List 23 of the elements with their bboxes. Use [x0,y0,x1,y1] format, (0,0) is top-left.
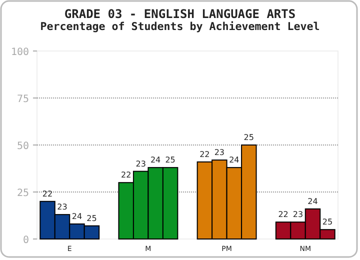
text: 22 [200,150,210,159]
y-tick-label: 75 [16,94,29,105]
series-label: 25 [86,214,97,223]
text: 23 [214,148,225,158]
text: 22 [121,170,132,180]
y-tick-label: 100 [10,47,29,58]
text: 25 [322,218,333,227]
text: 25 [244,133,254,142]
text: 22 [278,210,288,220]
y-tick-label: 0 [22,235,29,246]
chart-subtitle: Percentage of Students by Achievement Level [40,20,320,33]
series-label: 22 [42,189,53,198]
y-tick-label: 50 [16,141,29,152]
text: 24 [229,156,240,165]
chart-title: GRADE 03 - ENGLISH LANGUAGE ARTS [64,7,296,21]
text: 25 [165,156,176,165]
text: 24 [150,156,161,165]
text: 24 [308,196,318,206]
series-label: 24 [72,212,82,221]
y-tick-label: 25 [16,188,29,199]
text: 23 [292,210,304,220]
series-label: 23 [57,202,68,212]
text: 23 [136,159,146,168]
